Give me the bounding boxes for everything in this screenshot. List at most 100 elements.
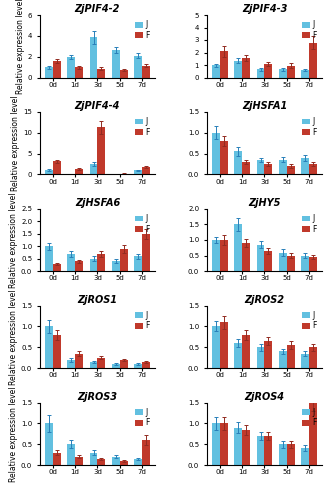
Bar — [220, 424, 228, 465]
Title: ZjHSFA1: ZjHSFA1 — [242, 101, 287, 111]
Legend: J, F: J, F — [301, 212, 318, 235]
Bar — [75, 456, 83, 465]
Bar — [53, 335, 61, 368]
Bar — [120, 248, 127, 271]
Legend: J, F: J, F — [301, 19, 318, 42]
Bar — [257, 436, 265, 465]
Title: ZjPIF4-3: ZjPIF4-3 — [242, 4, 287, 14]
Bar — [279, 252, 287, 271]
Bar — [53, 264, 61, 271]
Bar — [279, 352, 287, 368]
Bar — [142, 440, 150, 465]
Bar — [234, 224, 242, 271]
Bar — [257, 160, 265, 174]
Bar — [112, 50, 120, 78]
Bar — [212, 424, 220, 465]
Bar — [301, 448, 309, 465]
Bar — [287, 166, 294, 174]
Bar — [257, 348, 265, 368]
Title: ZjPIF4-2: ZjPIF4-2 — [75, 4, 120, 14]
Bar — [212, 65, 220, 78]
Bar — [309, 164, 317, 174]
Bar — [279, 444, 287, 465]
Bar — [309, 257, 317, 271]
Bar — [112, 456, 120, 465]
Bar — [220, 240, 228, 271]
Bar — [212, 240, 220, 271]
Bar — [242, 243, 250, 271]
Bar — [242, 430, 250, 465]
Bar — [242, 335, 250, 368]
Y-axis label: Relative expression level: Relative expression level — [11, 96, 21, 191]
Legend: J, F: J, F — [134, 116, 151, 138]
Title: ZjPIF4-4: ZjPIF4-4 — [75, 101, 120, 111]
Legend: J, F: J, F — [134, 406, 151, 429]
Title: ZjROS2: ZjROS2 — [244, 295, 285, 305]
Bar — [90, 362, 97, 368]
Bar — [97, 358, 105, 368]
Bar — [309, 42, 317, 78]
Bar — [75, 67, 83, 78]
Bar — [67, 254, 75, 271]
Bar — [142, 362, 150, 368]
Title: ZjHSFA6: ZjHSFA6 — [75, 198, 120, 208]
Bar — [234, 60, 242, 78]
Bar — [75, 354, 83, 368]
Bar — [287, 345, 294, 368]
Bar — [234, 343, 242, 368]
Bar — [53, 162, 61, 174]
Title: ZjROS1: ZjROS1 — [77, 295, 118, 305]
Bar — [257, 244, 265, 271]
Bar — [97, 254, 105, 271]
Bar — [142, 66, 150, 78]
Bar — [45, 67, 53, 78]
Bar — [301, 256, 309, 271]
Bar — [309, 402, 317, 465]
Bar — [301, 158, 309, 174]
Bar — [220, 52, 228, 78]
Bar — [234, 152, 242, 174]
Y-axis label: Relative expression level: Relative expression level — [9, 289, 18, 384]
Bar — [134, 170, 142, 174]
Bar — [220, 322, 228, 368]
Bar — [134, 256, 142, 271]
Legend: J, F: J, F — [134, 310, 151, 332]
Bar — [220, 141, 228, 174]
Bar — [265, 251, 272, 271]
Bar — [242, 162, 250, 174]
Bar — [67, 56, 75, 78]
Bar — [90, 259, 97, 271]
Bar — [257, 70, 265, 78]
Bar — [265, 341, 272, 368]
Bar — [287, 66, 294, 78]
Bar — [120, 360, 127, 368]
Legend: J, F: J, F — [301, 116, 318, 138]
Bar — [67, 360, 75, 368]
Title: ZjROS3: ZjROS3 — [77, 392, 118, 402]
Bar — [112, 364, 120, 368]
Bar — [301, 354, 309, 368]
Bar — [134, 56, 142, 78]
Bar — [112, 261, 120, 271]
Bar — [309, 348, 317, 368]
Bar — [90, 164, 97, 174]
Bar — [134, 364, 142, 368]
Legend: J, F: J, F — [134, 19, 151, 42]
Bar — [142, 167, 150, 174]
Bar — [45, 246, 53, 271]
Bar — [75, 261, 83, 271]
Bar — [279, 160, 287, 174]
Title: ZjROS4: ZjROS4 — [244, 392, 285, 402]
Bar — [142, 234, 150, 271]
Y-axis label: Relative expression level: Relative expression level — [9, 192, 18, 288]
Bar — [97, 68, 105, 78]
Y-axis label: Relative expression level: Relative expression level — [16, 0, 25, 94]
Bar — [90, 452, 97, 465]
Bar — [212, 132, 220, 174]
Bar — [212, 326, 220, 368]
Y-axis label: Relative expression level: Relative expression level — [9, 386, 18, 482]
Legend: J, F: J, F — [301, 406, 318, 429]
Legend: J, F: J, F — [134, 212, 151, 235]
Legend: J, F: J, F — [301, 310, 318, 332]
Bar — [97, 459, 105, 465]
